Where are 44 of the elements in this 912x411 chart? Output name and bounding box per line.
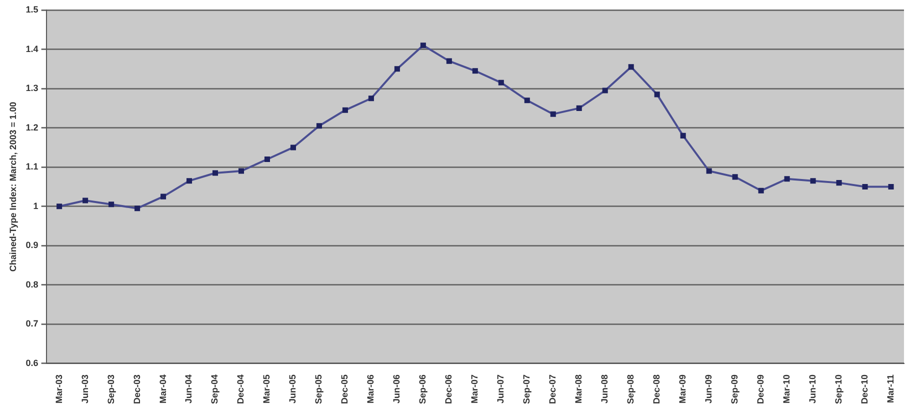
- x-tick-label: Sep-08: [626, 374, 636, 404]
- x-tick-label: Dec-05: [340, 374, 350, 404]
- y-tick-label: 1.4: [26, 44, 38, 54]
- x-tick-label: Sep-03: [106, 374, 116, 404]
- x-tick-label: Sep-05: [314, 374, 324, 404]
- y-tick-label: 0.6: [26, 358, 38, 368]
- x-tick-label: Mar-09: [678, 374, 688, 404]
- x-tick-label: Mar-06: [366, 374, 376, 404]
- x-tick-label: Mar-11: [885, 374, 896, 404]
- x-tick-label: Jun-07: [496, 374, 506, 404]
- y-tick-label: 1.5: [26, 4, 38, 14]
- x-tick-label: Sep-06: [418, 374, 428, 404]
- x-tick-label: Dec-07: [548, 374, 558, 404]
- y-tick-label: 0.8: [26, 279, 38, 290]
- x-tick-label: Sep-09: [730, 374, 740, 404]
- x-tick-label: Dec-08: [652, 374, 662, 404]
- x-tick-label: Jun-06: [392, 374, 402, 404]
- x-tick-label: Sep-04: [210, 374, 220, 404]
- x-tick-label: Dec-09: [756, 374, 766, 404]
- x-tick-label: Dec-04: [236, 374, 246, 404]
- y-tick-label: 1.1: [26, 162, 38, 172]
- x-tick-label: Sep-07: [522, 374, 532, 404]
- x-tick-label: Mar-05: [262, 374, 272, 404]
- x-tick-label: Mar-07: [470, 374, 480, 404]
- x-tick-label: Jun-09: [704, 374, 714, 404]
- y-tick-label: 1.3: [26, 83, 38, 94]
- x-tick-label: Mar-08: [574, 374, 584, 404]
- x-tick-label: Jun-05: [288, 374, 298, 404]
- x-tick-label: Jun-08: [600, 374, 610, 404]
- x-tick-label: Mar-04: [158, 374, 168, 404]
- x-tick-label: Dec-10: [860, 374, 870, 404]
- y-tick-label: 1: [33, 200, 38, 211]
- x-tick-label: Dec-03: [132, 374, 142, 404]
- x-tick-label: Jun-10: [808, 374, 818, 404]
- x-tick-label: Sep-10: [834, 374, 844, 404]
- x-tick-label: Mar-03: [54, 374, 64, 404]
- x-tick-label: Dec-06: [444, 374, 454, 404]
- x-tick-label: Jun-04: [184, 374, 194, 404]
- y-axis-title: Chained-Type Index: March, 2003 = 1.00: [8, 102, 18, 272]
- y-tick-label: 1.2: [26, 122, 38, 132]
- x-tick-label: Jun-03: [80, 374, 90, 404]
- y-tick-label: 0.7: [26, 318, 38, 329]
- y-tick-label: 0.9: [26, 240, 38, 250]
- x-tick-label: Mar-10: [782, 374, 792, 404]
